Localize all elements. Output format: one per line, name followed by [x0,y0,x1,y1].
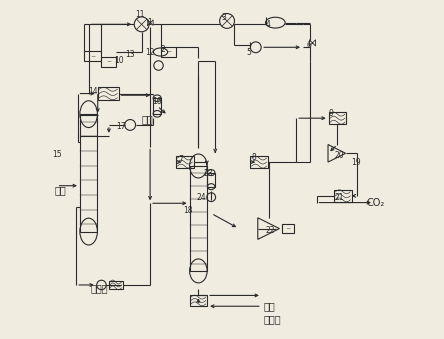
Text: 尾气: 尾气 [142,115,153,124]
Text: 8: 8 [252,153,257,162]
Text: ~: ~ [166,49,171,55]
Bar [334,190,352,202]
Text: 2: 2 [161,45,165,54]
Text: 蔓汽: 蔓汽 [263,301,275,311]
Text: 凝结水: 凝结水 [263,314,281,324]
Bar [329,112,346,124]
Text: 富胺液: 富胺液 [90,283,108,293]
Text: 20: 20 [335,152,344,160]
Text: 9: 9 [328,109,333,118]
Bar [109,281,123,290]
Text: 24: 24 [196,193,206,202]
Bar [161,47,176,57]
Text: 18: 18 [183,206,192,215]
Bar [282,224,294,233]
Text: 14: 14 [88,87,98,96]
Text: ~: ~ [90,54,95,59]
Bar [250,156,268,168]
Bar [207,173,215,187]
Text: 7: 7 [178,155,183,164]
Bar [176,156,194,168]
Text: ~: ~ [285,226,290,231]
Bar [98,87,119,100]
Text: 4: 4 [265,20,270,29]
Text: 烟气: 烟气 [54,185,66,195]
Bar [84,51,101,61]
Bar [190,166,207,271]
Bar [153,98,161,114]
Text: 5: 5 [246,47,251,57]
Text: 15: 15 [52,150,62,159]
Text: 16: 16 [152,98,162,106]
Bar [80,114,97,232]
Text: 23: 23 [203,169,213,178]
Text: ~: ~ [106,60,111,65]
Text: 12: 12 [146,47,155,57]
Bar [190,295,207,305]
Text: 11: 11 [135,10,145,19]
Text: 1: 1 [147,18,152,27]
Text: 21: 21 [335,193,344,202]
Text: 17: 17 [117,122,126,131]
Text: 10: 10 [114,56,124,65]
Text: 22: 22 [265,226,275,236]
Text: 3: 3 [221,13,226,22]
Text: CO₂: CO₂ [366,198,385,207]
Text: 19: 19 [352,158,361,167]
Text: 6: 6 [307,41,312,50]
Text: 13: 13 [125,50,135,59]
Bar [102,57,116,67]
